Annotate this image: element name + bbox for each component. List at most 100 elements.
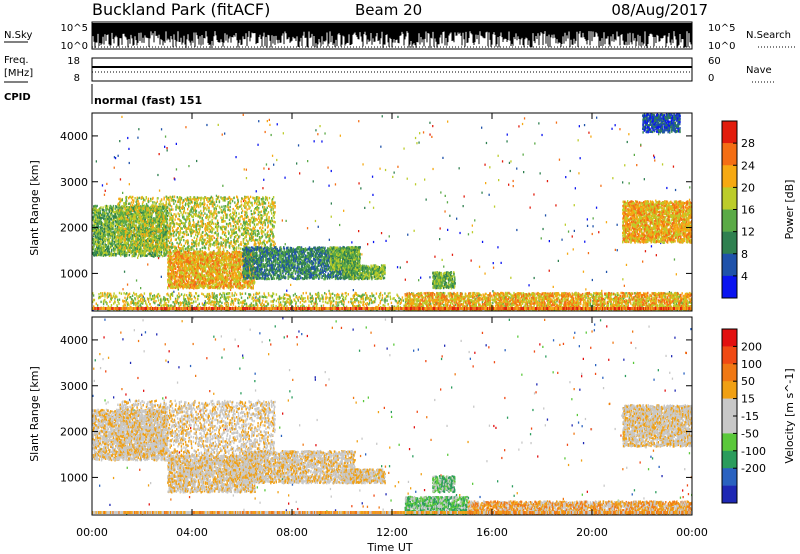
heatmap-cell [174, 218, 176, 221]
heatmap-cell [157, 237, 160, 240]
heatmap-cell [117, 212, 119, 215]
heatmap-cell [137, 227, 140, 230]
heatmap-cell [242, 113, 244, 116]
heatmap-cell [198, 230, 201, 234]
heatmap-cell [653, 156, 656, 159]
heatmap-cell [245, 239, 248, 242]
heatmap-cell [96, 250, 98, 253]
heatmap-cell [168, 211, 170, 215]
heatmap-cell [185, 240, 187, 243]
heatmap-cell [251, 239, 253, 242]
heatmap-cell [150, 199, 152, 202]
heatmap-cell [117, 203, 119, 206]
heatmap-cell [257, 143, 259, 146]
heatmap-cell [447, 228, 449, 231]
heatmap-cell [434, 255, 436, 258]
heatmap-cell [158, 303, 160, 307]
heatmap-cell [130, 243, 132, 246]
nsky-top-tick: 10^5 [61, 23, 88, 34]
heatmap-cell [579, 157, 581, 160]
heatmap-cell [529, 206, 531, 209]
heatmap-cell [175, 215, 177, 218]
heatmap-cell [155, 232, 157, 235]
heatmap-cell [235, 226, 238, 230]
heatmap-cell [138, 252, 140, 255]
heatmap-cell [228, 195, 230, 199]
heatmap-cell [315, 129, 317, 132]
heatmap-cell [233, 247, 236, 251]
heatmap-cell [97, 247, 99, 250]
heatmap-cell [117, 206, 119, 209]
heatmap-cell [123, 239, 125, 242]
heatmap-cell [106, 220, 108, 224]
heatmap-cell [213, 208, 215, 212]
heatmap-cell [258, 242, 260, 245]
heatmap-cell [125, 203, 127, 207]
heatmap-cell [229, 234, 232, 238]
heatmap-cell [108, 223, 110, 226]
heatmap-cell [157, 221, 159, 225]
heatmap-cell [138, 222, 140, 225]
heatmap-cell [339, 134, 341, 137]
heatmap-cell [151, 237, 153, 240]
heatmap-cell [237, 235, 240, 238]
heatmap-cell [164, 227, 166, 230]
heatmap-cell [105, 204, 108, 208]
heatmap-cell [244, 223, 246, 226]
heatmap-cell [115, 222, 117, 226]
heatmap-cell [259, 214, 261, 217]
heatmap-cell [162, 227, 164, 230]
heatmap-cell [118, 229, 120, 232]
heatmap-cell [153, 233, 155, 236]
heatmap-cell [99, 216, 102, 220]
heatmap-cell [157, 257, 160, 260]
heatmap-cell [172, 208, 174, 211]
heatmap-cell [170, 224, 172, 227]
heatmap-cell [138, 243, 140, 246]
heatmap-cell [120, 232, 123, 236]
heatmap-cell [131, 235, 133, 239]
heatmap-cell [122, 210, 124, 213]
heatmap-cell [99, 235, 101, 238]
heatmap-cell [112, 233, 114, 237]
heatmap-cell [317, 225, 319, 228]
heatmap-cells [92, 113, 692, 311]
heatmap-cell [396, 266, 399, 269]
heatmap-cell [127, 247, 130, 250]
heatmap-cell [93, 232, 95, 236]
heatmap-cell [204, 212, 206, 215]
heatmap-cell [123, 203, 125, 206]
heatmap-cell [211, 221, 214, 224]
heatmap-cell [168, 201, 170, 204]
heatmap-cell [99, 229, 102, 232]
heatmap-cell [180, 196, 182, 199]
heatmap-cell [135, 200, 137, 203]
heatmap-cell [251, 231, 253, 234]
heatmap-cell [186, 233, 188, 237]
heatmap-cell [244, 245, 247, 248]
site-title: Buckland Park (fitACF) [92, 0, 270, 19]
heatmap-cell [156, 213, 158, 217]
heatmap-cell [140, 243, 143, 246]
heatmap-cell [92, 211, 94, 214]
heatmap-cell [273, 213, 276, 216]
heatmap-cell [206, 233, 208, 236]
heatmap-cell [107, 251, 109, 254]
heatmap-cell [271, 220, 273, 223]
heatmap-cell [177, 198, 180, 201]
heatmap-cell [101, 229, 103, 232]
heatmap-cell [107, 241, 109, 244]
heatmap-cell [116, 226, 119, 229]
heatmap-cell [156, 234, 159, 238]
heatmap-cell [170, 213, 172, 217]
heatmap-cell [596, 116, 598, 119]
heatmap-cell [254, 211, 257, 214]
heatmap-cell [221, 228, 224, 232]
heatmap-cell [146, 248, 148, 251]
heatmap-cell [124, 246, 126, 249]
heatmap-cell [310, 269, 312, 272]
heatmap-cell [168, 203, 170, 206]
heatmap-cell [248, 238, 251, 242]
heatmap-cell [95, 251, 97, 254]
heatmap-cell [166, 211, 168, 215]
